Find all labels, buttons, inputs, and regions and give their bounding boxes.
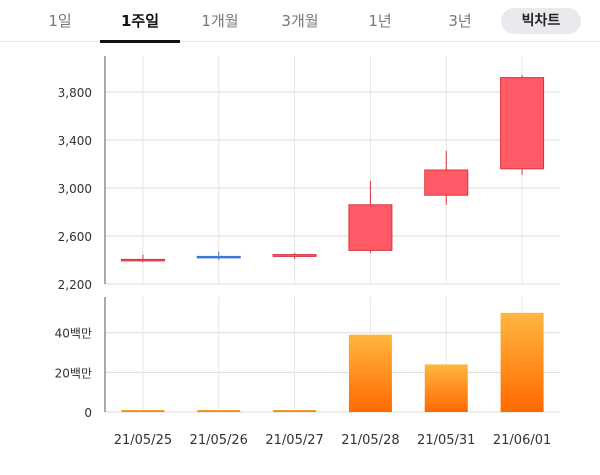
volume-bar [121,410,165,412]
volume-bar [273,410,317,412]
date-axis: 21/05/25 21/05/26 21/05/27 21/05/28 21/05/31… [114,433,552,448]
tab-3month[interactable]: 3개월 [281,12,319,30]
price-tick-label: 3,000 [58,182,92,196]
tab-3year[interactable]: 3년 [448,12,472,30]
volume-bar [348,334,392,412]
date-tick-label: 21/05/31 [417,433,475,448]
candle-body [424,169,469,196]
candle-body [196,255,241,259]
tab-1year[interactable]: 1년 [368,12,392,30]
volume-bar [424,364,468,412]
volume-tick-label: 20백만 [55,366,92,380]
date-tick-label: 21/05/28 [341,433,399,448]
price-tick-label: 3,400 [58,134,92,148]
tab-1day[interactable]: 1일 [48,12,72,30]
volume-bar [197,410,241,412]
volume-bar [500,312,544,412]
price-tick-label: 3,800 [58,86,92,100]
candle-body [120,258,165,262]
date-tick-label: 21/05/25 [114,433,172,448]
price-tick-label: 2,600 [58,230,92,244]
candle-body [272,254,317,257]
tab-1week[interactable]: 1주일 [100,0,180,43]
volume-tick-label: 0 [84,406,92,420]
candle-body [348,204,393,251]
date-tick-label: 21/05/26 [190,433,248,448]
date-tick-label: 21/05/27 [265,433,323,448]
big-chart-button[interactable]: 빅차트 [501,8,581,34]
volume-tick-label: 40백만 [55,327,92,341]
price-tick-label: 2,200 [58,278,92,292]
candle-body [500,77,545,170]
period-tab-bar: 1일 1주일 1개월 3개월 1년 3년 빅차트 [0,0,600,43]
date-tick-label: 21/06/01 [493,433,551,448]
tab-1month[interactable]: 1개월 [201,12,239,30]
price-panel: 2,200 2,600 3,000 3,400 3,800 [58,56,560,292]
volume-panel: 0 20백만 40백만 [55,297,560,420]
